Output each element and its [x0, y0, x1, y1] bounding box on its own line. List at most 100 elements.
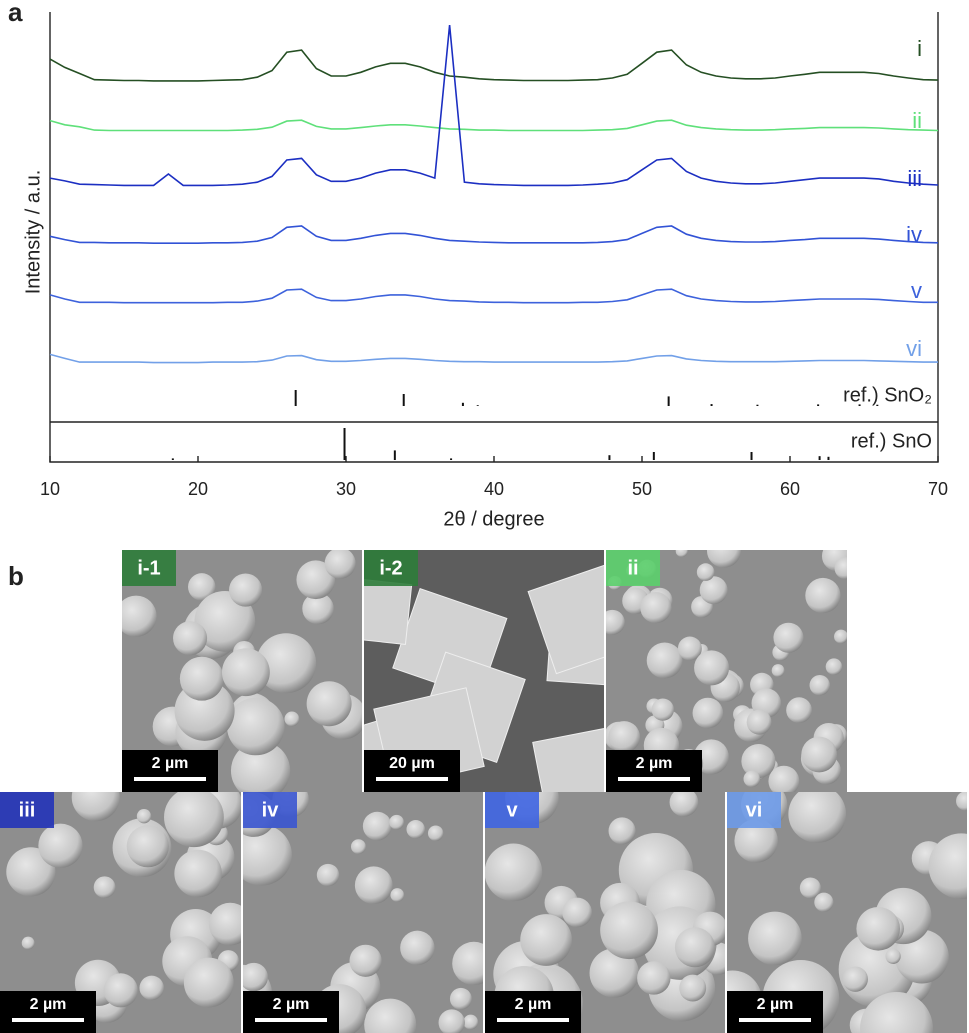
- particle: [354, 866, 393, 905]
- particle: [136, 808, 152, 824]
- scale-bar-text: 2 µm: [757, 996, 794, 1013]
- label-box: [364, 550, 418, 586]
- particle: [834, 629, 847, 644]
- sem-image: vi 2 µm: [727, 792, 967, 1033]
- particle: [600, 901, 658, 960]
- scale-bar-box: [122, 750, 218, 792]
- label-box: [606, 550, 660, 586]
- scale-bar-box: [243, 991, 339, 1033]
- label-box: [122, 550, 176, 586]
- label-box: [0, 792, 54, 828]
- scale-bar-text: 20 µm: [389, 755, 435, 772]
- particle: [71, 792, 120, 822]
- scale-bar: [739, 1018, 811, 1022]
- scale-bar: [376, 777, 448, 781]
- sem-image: i-1 2 µm: [122, 550, 362, 792]
- particle: [38, 823, 83, 868]
- particle: [768, 765, 800, 792]
- particle: [122, 595, 157, 637]
- particle: [956, 792, 967, 811]
- particle: [208, 902, 241, 946]
- x-axis-label: 2θ / degree: [443, 508, 544, 530]
- particle: [306, 681, 352, 727]
- scale-bar-text: 2 µm: [636, 755, 673, 772]
- particle: [243, 824, 292, 886]
- scale-bar-box: [606, 750, 702, 792]
- particle: [400, 930, 435, 966]
- particle: [842, 966, 868, 992]
- sem-image: iv 2 µm: [243, 792, 483, 1033]
- sem-image: i-2 20 µm: [364, 550, 604, 792]
- particle: [706, 550, 741, 568]
- particle: [183, 957, 234, 1008]
- label-box: [727, 792, 781, 828]
- crystal: [527, 561, 604, 675]
- x-tick-label: 30: [336, 479, 356, 499]
- particle: [885, 948, 901, 964]
- particle: [103, 973, 138, 1008]
- scale-bar: [618, 777, 690, 781]
- scale-bar-text: 2 µm: [273, 996, 310, 1013]
- particle: [139, 975, 164, 1001]
- particle: [221, 648, 270, 697]
- scale-bar-box: [364, 750, 460, 792]
- series-label: ii: [912, 108, 922, 133]
- particle: [485, 843, 543, 902]
- particle: [179, 656, 224, 701]
- particle: [677, 636, 702, 661]
- particle: [562, 897, 592, 928]
- xrd-line: [49, 49, 939, 82]
- scale-bar: [134, 777, 206, 781]
- particle: [427, 825, 444, 841]
- scale-bar-box: [727, 991, 823, 1033]
- sem-image: iii 2 µm: [0, 792, 241, 1033]
- label-box: [485, 792, 539, 828]
- particle: [675, 550, 688, 558]
- particle: [164, 792, 224, 848]
- series-label: iii: [907, 166, 922, 191]
- scale-bar-box: [485, 991, 581, 1033]
- particle: [646, 642, 683, 679]
- particle: [284, 711, 300, 727]
- particle: [364, 998, 417, 1033]
- particle: [226, 697, 285, 756]
- sem-label: i-1: [137, 557, 160, 579]
- particle: [834, 557, 847, 580]
- xrd-line: [49, 288, 938, 304]
- particle: [452, 941, 483, 986]
- particle: [746, 709, 772, 735]
- series-label: iv: [906, 222, 922, 247]
- particle: [694, 650, 730, 686]
- particle: [734, 819, 778, 863]
- particle: [741, 744, 776, 779]
- crystal: [532, 721, 604, 792]
- particle: [608, 721, 641, 753]
- scale-bar-box: [0, 991, 96, 1033]
- particle: [809, 675, 830, 696]
- scale-bar-text: 2 µm: [152, 755, 189, 772]
- particle: [194, 590, 256, 652]
- particle: [771, 664, 785, 677]
- x-tick-label: 40: [484, 479, 504, 499]
- particle: [786, 697, 812, 724]
- sem-label: iii: [19, 799, 36, 821]
- particle: [93, 876, 116, 899]
- scale-bar: [497, 1018, 569, 1022]
- sem-image: v 2 µm: [485, 792, 725, 1033]
- xrd-line: [49, 353, 938, 364]
- xrd-line: [49, 119, 939, 132]
- particle: [773, 622, 804, 653]
- particle: [21, 936, 35, 950]
- particle: [316, 863, 340, 887]
- sem-label: iv: [262, 799, 280, 821]
- particle: [825, 658, 843, 675]
- panel-label: a: [8, 0, 23, 27]
- series-label: i: [917, 36, 922, 61]
- particle: [669, 792, 699, 817]
- particle: [799, 877, 821, 899]
- particle: [805, 577, 841, 614]
- particle: [173, 621, 208, 656]
- reference-label: ref.) SnO₂: [843, 384, 932, 406]
- particle: [229, 573, 263, 607]
